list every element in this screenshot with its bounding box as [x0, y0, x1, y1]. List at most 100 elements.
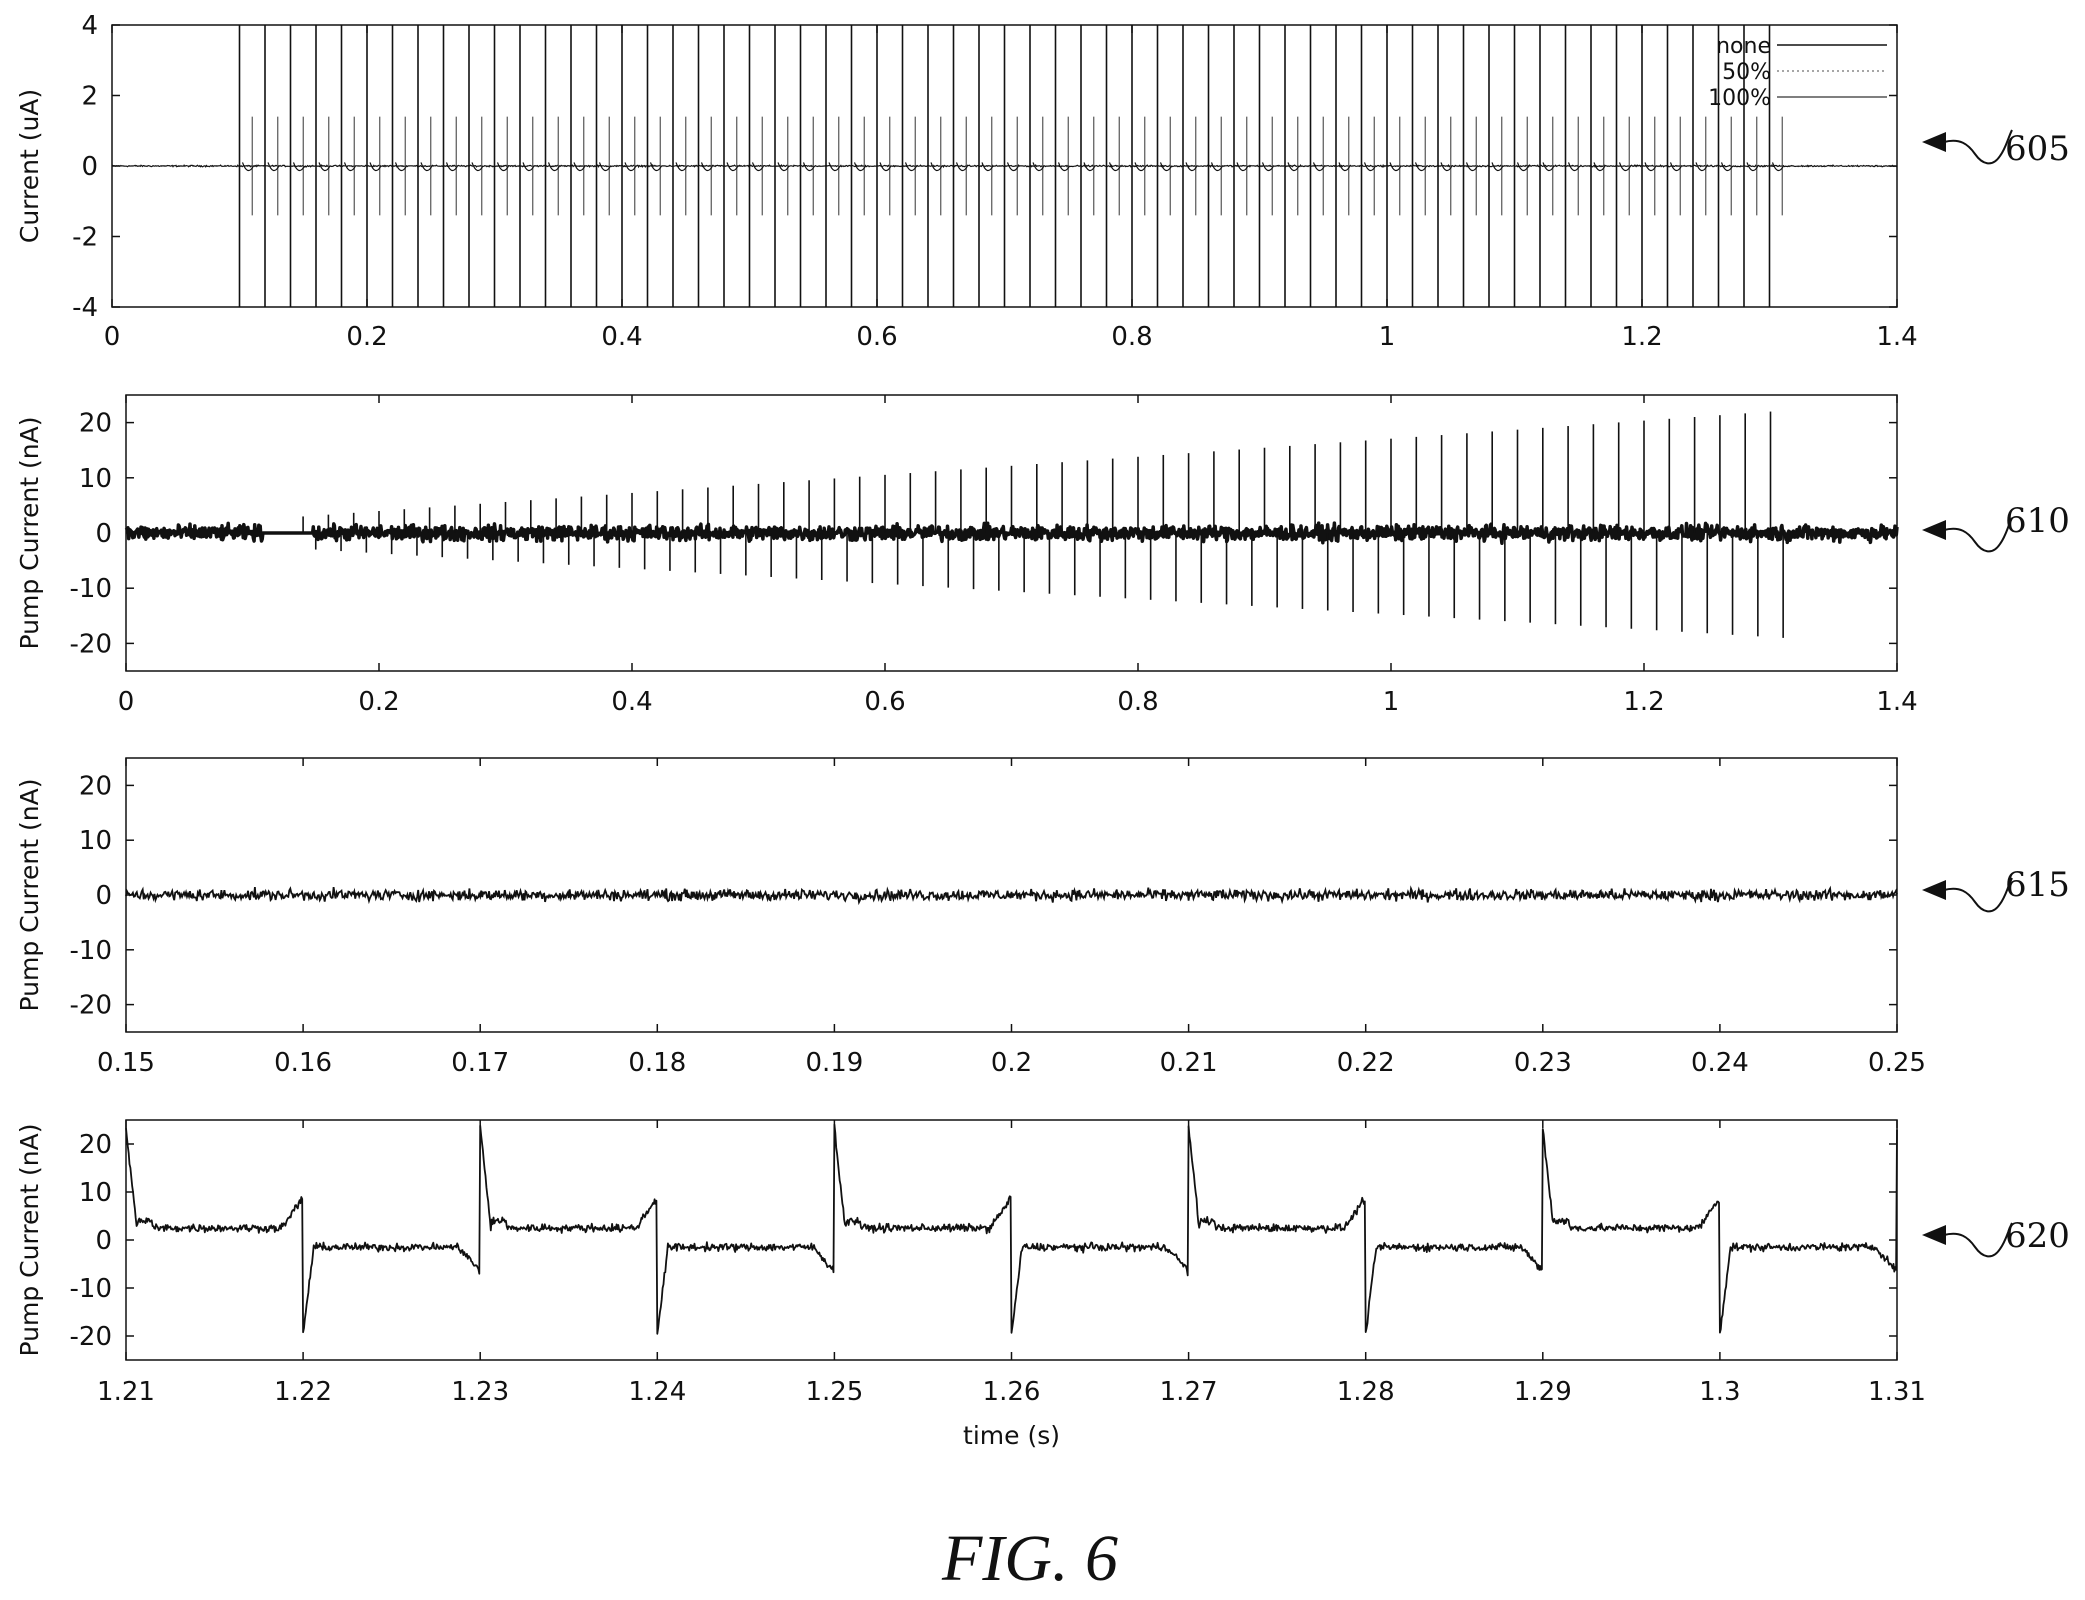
x-tick-label: 0.17 [451, 1048, 509, 1078]
pulse-recovery [1669, 162, 1683, 172]
x-tick-label: 0.25 [1868, 1048, 1926, 1078]
pulse-recovery [649, 162, 663, 172]
x-tick-label: 1.27 [1160, 1377, 1218, 1407]
x-tick-label: 1.3 [1699, 1377, 1740, 1407]
x-tick-label: 0.15 [97, 1048, 155, 1078]
pulse-recovery [445, 162, 459, 172]
panel-605: 0 0.2 0.4 0.6 0.8 1 1.2 1.4 -4 -2 0 2 4 Current (uA) 6… [15, 11, 2070, 352]
x-tick-label: 0.23 [1514, 1048, 1572, 1078]
y-tick-label: 2 [81, 82, 98, 112]
y-tick-label: -10 [70, 1274, 112, 1304]
pulse-recovery [420, 162, 433, 172]
x-tick-label: 0.18 [628, 1048, 686, 1078]
pulse-recovery [1465, 162, 1479, 172]
pulse-recovery [598, 162, 612, 172]
figure-label: FIG. 6 [941, 1522, 1118, 1595]
x-tick-label: 1 [1383, 687, 1400, 717]
square-wave-trace [125, 1123, 1898, 1335]
reference-arrow-head [1922, 1225, 1946, 1245]
pulse-recovery [1312, 162, 1326, 172]
y-tick-label: 10 [79, 826, 112, 856]
pulse-recovery [573, 162, 586, 172]
x-tick-label: 1.23 [451, 1377, 509, 1407]
pulse-recovery [343, 162, 357, 172]
x-tick-label: 1.29 [1514, 1377, 1572, 1407]
pulse-recovery [1440, 162, 1453, 172]
x-tick-label: 1.21 [97, 1377, 155, 1407]
pulse-recovery [1567, 162, 1581, 172]
reference-arrow-tail [1943, 517, 2013, 553]
y-tick-label: -2 [72, 223, 98, 253]
y-tick-label: 10 [79, 1178, 112, 1208]
pulse-recovery [1618, 162, 1632, 172]
x-tick-label: 1.24 [628, 1377, 686, 1407]
reference-arrow-tail [1943, 877, 2013, 913]
y-tick-label: -4 [72, 293, 98, 323]
y-tick-label: -20 [70, 991, 112, 1021]
pulse-recovery [394, 162, 408, 172]
pulse-recovery [267, 162, 280, 172]
y-axis-label: Current (uA) [15, 89, 44, 243]
panel-610: 0 0.2 0.4 0.6 0.8 1 1.2 1.4 -20 -10 0 10 20 Pump Curr… [15, 394, 2070, 717]
y-tick-label: 0 [95, 1226, 112, 1256]
x-tick-label: 1 [1379, 322, 1396, 352]
x-tick-label: 1.22 [274, 1377, 332, 1407]
y-tick-label: 20 [79, 409, 112, 439]
y-tick-label: 20 [79, 1130, 112, 1160]
pulse-recovery [1771, 162, 1785, 172]
x-tick-label: 0.21 [1160, 1048, 1218, 1078]
pulse-recovery [1542, 162, 1555, 172]
y-tick-label: -10 [70, 574, 112, 604]
pulse-recovery [1695, 162, 1708, 172]
pulse-recovery [1236, 162, 1249, 172]
reference-numeral: 620 [2005, 1216, 2070, 1256]
x-tick-label: 0 [118, 687, 135, 717]
pulse-recovery [981, 162, 994, 172]
pulse-recovery [1287, 162, 1300, 172]
pulse-recovery [1491, 162, 1504, 172]
x-tick-label: 0.8 [1117, 687, 1158, 717]
y-axis-label: Pump Current (nA) [15, 417, 44, 650]
x-tick-label: 0.6 [864, 687, 905, 717]
x-axis-label: time (s) [963, 1421, 1060, 1450]
y-tick-label: 0 [95, 881, 112, 911]
pulse-recovery [624, 162, 637, 172]
pulse-recovery [1746, 162, 1759, 172]
pulse-recovery [547, 162, 561, 172]
reference-arrow-head [1922, 520, 1946, 540]
x-tick-label: 0.22 [1337, 1048, 1395, 1078]
pulse-recovery [700, 162, 714, 172]
pulse-recovery [471, 162, 484, 172]
y-tick-label: 0 [95, 519, 112, 549]
pulse-recovery [1032, 162, 1045, 172]
x-tick-label: 1.2 [1621, 322, 1662, 352]
y-axis-label: Pump Current (nA) [15, 779, 44, 1012]
pulse-recovery [828, 162, 841, 172]
pulse-recovery [1389, 162, 1402, 172]
pulse-recovery [1083, 162, 1096, 172]
x-tick-label: 1.4 [1876, 687, 1917, 717]
x-tick-label: 1.2 [1623, 687, 1664, 717]
panel-620: 1.21 1.22 1.23 1.24 1.25 1.26 1.27 1.28 1.29 1.3 1… [15, 1119, 2070, 1450]
x-tick-label: 1.4 [1876, 322, 1917, 352]
pulse-recovery [1516, 162, 1530, 172]
pulse-recovery [751, 162, 765, 172]
pulse-recovery [292, 162, 306, 172]
x-tick-label: 1.31 [1868, 1377, 1926, 1407]
x-tick-label: 0.24 [1691, 1048, 1749, 1078]
panel-615: 0.15 0.16 0.17 0.18 0.19 0.2 0.21 0.22 0.23 0.24 0… [15, 757, 2070, 1078]
pulse-recovery [318, 162, 331, 172]
y-tick-label: -10 [70, 936, 112, 966]
x-tick-label: 1.25 [805, 1377, 863, 1407]
reference-arrow-head [1922, 880, 1946, 900]
x-tick-label: 0.2 [358, 687, 399, 717]
x-tick-label: 0.8 [1111, 322, 1152, 352]
pulse-recovery [1363, 162, 1377, 172]
x-tick-label: 1.26 [983, 1377, 1041, 1407]
pulse-recovery [904, 162, 918, 172]
x-tick-label: 0.4 [611, 687, 652, 717]
y-tick-label: 10 [79, 464, 112, 494]
pulse-recovery [675, 162, 688, 172]
